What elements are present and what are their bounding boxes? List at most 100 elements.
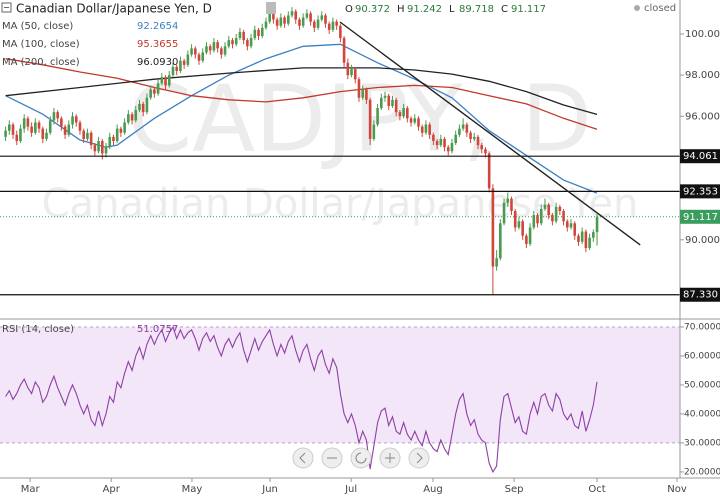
ohlc-value: 90.372 [355, 4, 390, 15]
candle-body [584, 231, 588, 249]
candle-body [324, 15, 327, 24]
candle-body [238, 31, 242, 39]
candle-body [562, 210, 565, 222]
candle-body [186, 54, 190, 65]
candle-body [223, 46, 227, 55]
nav-button[interactable] [408, 447, 430, 469]
legend-name: MA (100, close) [2, 39, 80, 50]
level-label: 92.353 [683, 186, 718, 197]
candle-body [569, 223, 573, 228]
candle-body [387, 95, 391, 106]
candle-body [510, 198, 513, 211]
candle-body [97, 140, 100, 152]
candle-body [160, 77, 164, 84]
x-tick-label: Oct [588, 484, 605, 495]
candle-body [205, 46, 208, 53]
collapse-icon[interactable] [1, 2, 12, 13]
candle-body [487, 153, 491, 189]
candle-body [108, 136, 112, 148]
ohlc-value: 89.718 [459, 4, 494, 15]
candle-body [417, 118, 420, 127]
candle-body [22, 118, 26, 129]
candle-body [357, 79, 361, 98]
candle-body [458, 128, 461, 135]
candle-body [257, 29, 260, 37]
candle-body [115, 128, 119, 141]
x-tick-label: Aug [423, 484, 443, 495]
x-tick-label: Apr [103, 484, 121, 495]
candle-body [164, 77, 167, 86]
y-tick-label: 100.000 [685, 29, 720, 40]
nav-button[interactable] [350, 447, 372, 469]
candle-body [283, 17, 286, 24]
last-price-label: 91.117 [683, 212, 718, 223]
candle-body [491, 188, 495, 267]
candle-body [547, 204, 550, 216]
nav-icon [385, 453, 395, 463]
candle-body [227, 40, 231, 47]
candle-body [580, 231, 584, 242]
candle-body [246, 40, 249, 47]
watermark-name: Canadian Dollar/Japanese Yen [42, 181, 639, 227]
candle-body [495, 258, 498, 267]
candle-body [301, 17, 305, 26]
candle-body [127, 114, 130, 123]
candle-body [67, 124, 71, 135]
rsi-band [0, 326, 680, 443]
candle-body [231, 40, 234, 45]
candle-body [41, 128, 45, 139]
candle-body [138, 103, 141, 111]
candle-body [391, 99, 394, 106]
candle-body [528, 227, 532, 244]
candle-body [428, 124, 431, 135]
candle-body [539, 208, 543, 224]
candle-body [469, 132, 472, 139]
candle-body [15, 134, 19, 141]
x-tick-label: Nov [667, 484, 687, 495]
candle-body [112, 136, 115, 141]
candle-body [130, 114, 134, 121]
candle-body [104, 147, 108, 154]
legend-name: MA (200, close) [2, 57, 80, 68]
level-label-box [680, 184, 720, 199]
candle-body [272, 13, 275, 20]
candle-body [11, 124, 15, 135]
candle-body [216, 42, 219, 49]
candle-body [476, 136, 480, 146]
market-status: closed [644, 3, 676, 14]
candle-body [573, 223, 577, 236]
candle-body [260, 27, 264, 37]
candle-body [413, 118, 417, 123]
candle-body [577, 235, 580, 242]
candle-body [320, 15, 324, 20]
candle-body [153, 89, 156, 94]
candle-body [100, 140, 104, 154]
candle-body [156, 83, 160, 94]
candle-body [402, 108, 405, 117]
last-price-box [680, 209, 720, 224]
candle-body [167, 75, 171, 86]
legend-value: 95.3655 [137, 39, 178, 50]
rsi-legend-name: RSI (14, close) [2, 324, 74, 335]
candle-body [513, 210, 517, 228]
candle-body [465, 124, 469, 133]
candle-body [506, 198, 510, 203]
candle-body [190, 48, 193, 55]
nav-button[interactable] [292, 447, 314, 469]
candle-body [242, 31, 245, 41]
candle-body [275, 19, 279, 26]
x-tick-label: Sep [505, 484, 524, 495]
candle-body [346, 62, 350, 76]
candle-body [123, 122, 126, 133]
candle-body [316, 19, 320, 28]
legend-value: 96.0930 [137, 57, 178, 68]
rsi-tick-label: 50.0000 [684, 380, 720, 390]
rsi-tick-label: 70.0000 [684, 322, 720, 332]
candle-body [372, 124, 376, 139]
candle-body [383, 95, 387, 98]
candle-body [517, 221, 521, 228]
ohlc-value: 91.117 [511, 4, 546, 15]
navigation [292, 447, 430, 469]
